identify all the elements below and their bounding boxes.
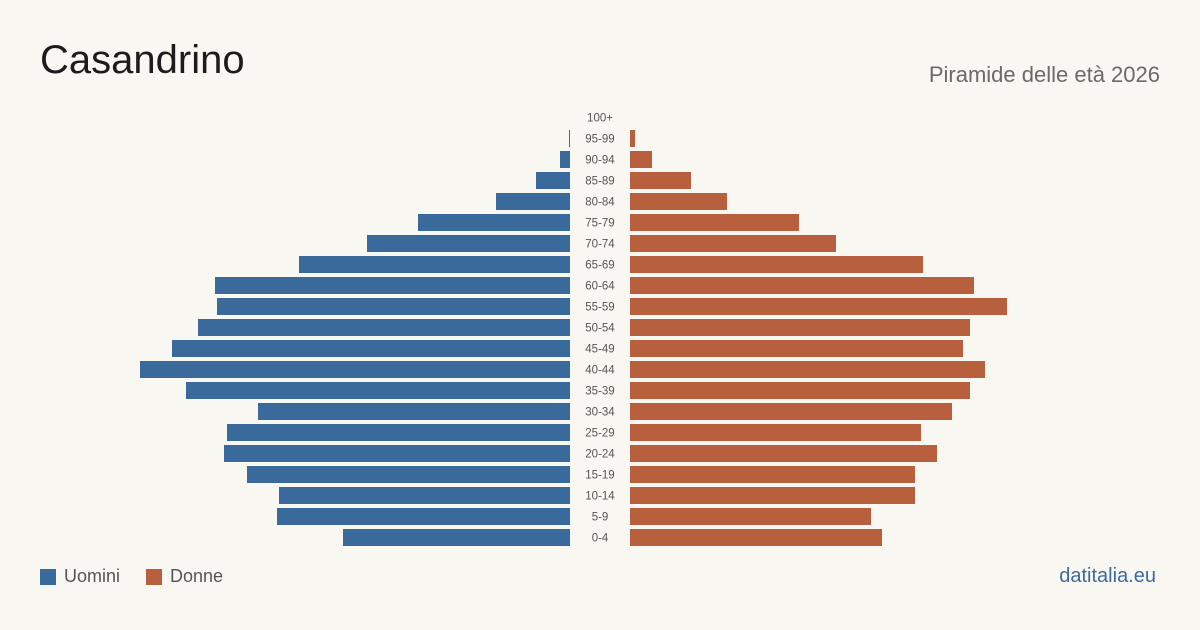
bar-women-0-4	[630, 529, 882, 546]
bar-women-70-74	[630, 235, 836, 252]
bar-women-50-54	[630, 319, 970, 336]
age-label-70-74: 70-74	[585, 239, 615, 251]
bar-women-35-39	[630, 382, 970, 399]
bar-women-65-69	[630, 256, 923, 273]
bar-women-60-64	[630, 277, 974, 294]
age-label-10-14: 10-14	[585, 491, 615, 503]
age-label-60-64: 60-64	[585, 281, 615, 293]
age-label-65-69: 65-69	[585, 260, 614, 272]
age-label-0-4: 0-4	[592, 533, 609, 545]
bar-men-5-9	[277, 508, 570, 525]
age-label-100plus: 100+	[587, 113, 613, 125]
bar-men-75-79	[418, 214, 570, 231]
legend-swatch-women	[146, 568, 163, 585]
age-label-20-24: 20-24	[585, 449, 615, 461]
bar-women-30-34	[630, 403, 952, 420]
age-label-95-99: 95-99	[585, 134, 614, 146]
legend: Uomini Donne	[40, 566, 241, 587]
bar-men-65-69	[299, 256, 570, 273]
age-label-80-84: 80-84	[585, 197, 615, 209]
bar-women-45-49	[630, 340, 963, 357]
bar-women-10-14	[630, 487, 915, 504]
bar-women-85-89	[630, 172, 691, 189]
bar-men-60-64	[215, 277, 570, 294]
bar-men-30-34	[258, 403, 570, 420]
bar-men-35-39	[186, 382, 570, 399]
bar-men-10-14	[279, 487, 570, 504]
age-label-85-89: 85-89	[585, 176, 614, 188]
bar-men-40-44	[140, 361, 570, 378]
bar-women-40-44	[630, 361, 985, 378]
legend-swatch-men	[40, 568, 56, 585]
brand-link[interactable]: datitalia.eu	[1059, 565, 1156, 587]
age-label-90-94: 90-94	[585, 155, 615, 167]
bar-men-0-4	[343, 529, 570, 546]
age-label-75-79: 75-79	[585, 218, 614, 230]
bar-men-70-74	[367, 235, 570, 252]
bar-women-90-94	[630, 151, 652, 168]
bar-women-5-9	[630, 508, 871, 525]
bar-women-75-79	[630, 214, 799, 231]
legend-label-men: Uomini	[64, 566, 121, 586]
bar-men-55-59	[217, 298, 570, 315]
age-label-40-44: 40-44	[585, 365, 615, 377]
bar-men-85-89	[536, 172, 570, 189]
bar-men-95-99	[569, 130, 570, 147]
bar-women-25-29	[630, 424, 921, 441]
legend-label-women: Donne	[170, 566, 224, 586]
bar-women-15-19	[630, 466, 915, 483]
bar-women-20-24	[630, 445, 937, 462]
bar-men-15-19	[247, 466, 570, 483]
bar-women-80-84	[630, 193, 727, 210]
chart-subtitle: Piramide delle età 2026	[928, 62, 1160, 87]
age-label-30-34: 30-34	[585, 407, 615, 419]
bar-men-45-49	[172, 340, 570, 357]
age-label-55-59: 55-59	[585, 302, 614, 314]
age-label-25-29: 25-29	[585, 428, 614, 440]
age-label-35-39: 35-39	[585, 386, 614, 398]
age-label-5-9: 5-9	[592, 512, 609, 524]
bar-men-80-84	[496, 193, 570, 210]
bar-men-20-24	[224, 445, 570, 462]
bar-men-50-54	[198, 319, 570, 336]
age-label-45-49: 45-49	[585, 344, 614, 356]
bar-men-25-29	[227, 424, 570, 441]
bar-women-95-99	[630, 130, 635, 147]
bar-women-55-59	[630, 298, 1007, 315]
legend-item-women: Donne	[146, 566, 223, 587]
chart-title: Casandrino	[40, 38, 245, 82]
age-label-50-54: 50-54	[585, 323, 615, 335]
age-label-15-19: 15-19	[585, 470, 614, 482]
bar-men-90-94	[560, 151, 570, 168]
legend-item-men: Uomini	[40, 566, 120, 587]
